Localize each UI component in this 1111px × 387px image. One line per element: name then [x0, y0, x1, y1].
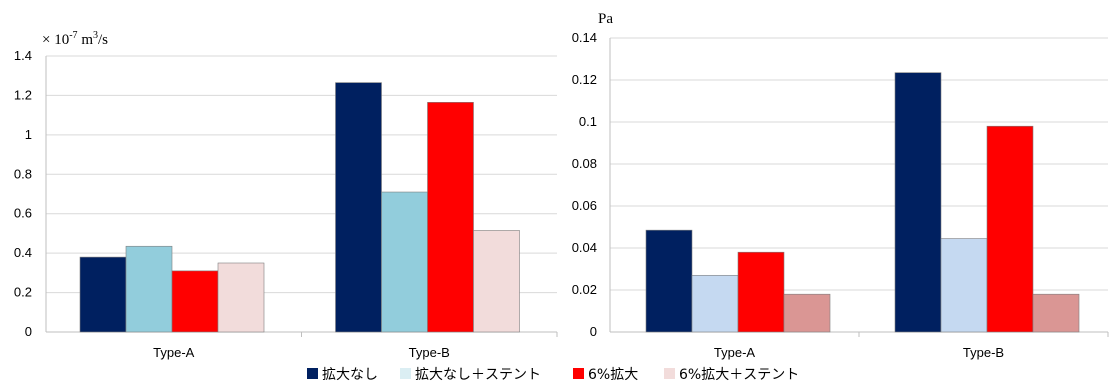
legend-label: 6%拡大	[588, 367, 638, 383]
flow-rate-chart: × 10-7 m3/s 0 0.2 0.4 0.6 0.8 1 1.2 1.4 Type-A Ty…	[14, 30, 558, 360]
legend-swatch	[307, 368, 318, 379]
y-tick-label: 1.2	[14, 87, 32, 102]
bar	[645, 229, 693, 333]
y-tick-label: 0.08	[572, 156, 597, 171]
legend-swatch	[400, 368, 411, 379]
y-tick-label: 0.4	[14, 245, 32, 260]
y-tick-label: 0.1	[579, 114, 597, 129]
y-tick-label: 0.2	[14, 285, 32, 300]
y-tick-label: 0.6	[14, 206, 32, 221]
bar	[217, 262, 265, 333]
y-tick-label: 0	[25, 324, 32, 339]
bar	[691, 274, 739, 333]
y-tick-label: 0.8	[14, 166, 32, 181]
bar	[171, 270, 219, 333]
bar	[894, 72, 942, 333]
bar	[473, 230, 520, 333]
bar	[737, 251, 785, 333]
y-tick-label: 0.02	[572, 282, 597, 297]
bar	[427, 102, 474, 333]
y-tick-label: 0.14	[572, 30, 597, 45]
y-tick-label: 0.06	[572, 198, 597, 213]
pressure-chart: Pa 0 0.02 0.04 0.06 0.08 0.1 0.12 0.14 Type-A Typ…	[572, 11, 1109, 360]
y-tick-label: 0	[590, 324, 597, 339]
bar	[986, 125, 1034, 333]
y-tick-label: 0.04	[572, 240, 597, 255]
x-category-label: Type-B	[409, 345, 450, 360]
y-tick-label: 1	[25, 127, 32, 142]
bar	[79, 256, 127, 333]
bar	[783, 293, 831, 333]
bar	[125, 245, 173, 333]
y-tick-label: 0.12	[572, 72, 597, 87]
legend-label: 6%拡大＋ステント	[679, 367, 799, 383]
x-category-label: Type-A	[714, 345, 756, 360]
bar	[940, 238, 988, 333]
legend-swatch	[573, 368, 584, 379]
bar	[381, 191, 428, 333]
bar	[335, 82, 382, 333]
right-unit-label: Pa	[598, 11, 613, 27]
y-tick-label: 1.4	[14, 48, 32, 63]
legend-swatch	[664, 368, 675, 379]
bar	[1032, 293, 1080, 333]
legend-label: 拡大なし＋ステント	[415, 367, 541, 383]
legend-label: 拡大なし	[322, 367, 378, 383]
left-unit-label: × 10-7 m3/s	[42, 30, 108, 48]
x-category-label: Type-B	[963, 345, 1004, 360]
legend: 拡大なし 拡大なし＋ステント 6%拡大 6%拡大＋ステント	[307, 367, 799, 383]
x-category-label: Type-A	[153, 345, 195, 360]
